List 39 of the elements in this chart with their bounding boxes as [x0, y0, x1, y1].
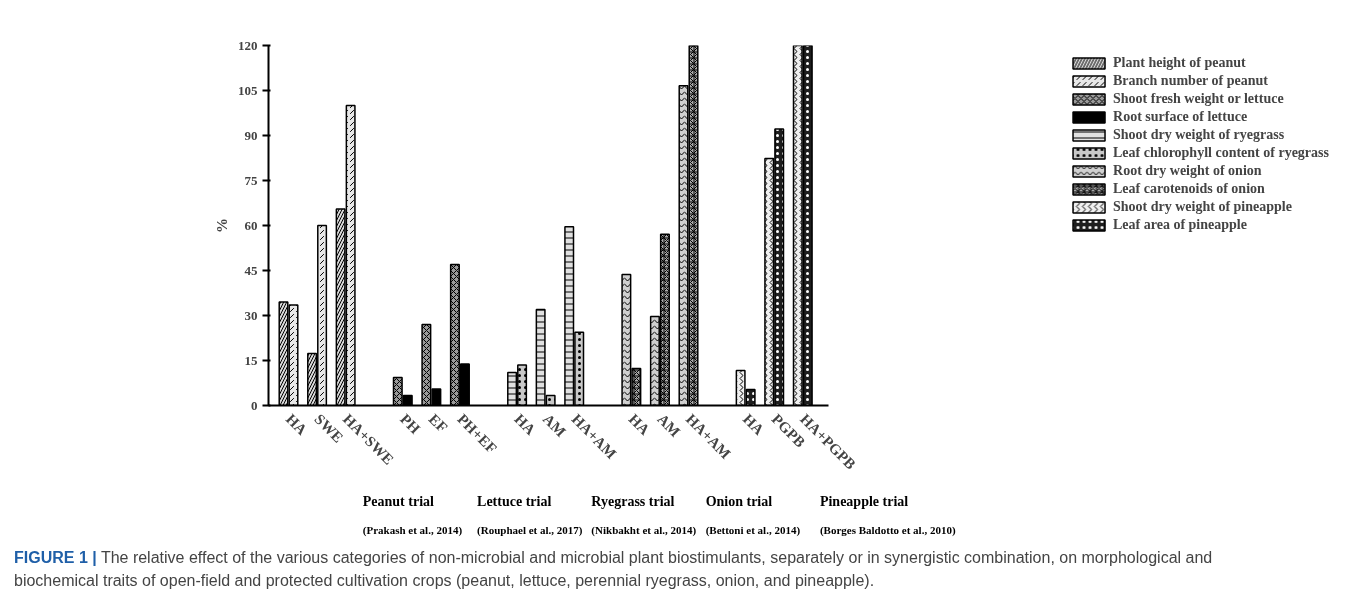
text: Onion trial [705, 493, 773, 509]
legend-label: Root surface of lettuce [1113, 109, 1248, 125]
text: Lettuce trial [477, 493, 552, 509]
y-tick-label: 75 [244, 172, 258, 188]
x-tick-label: EF [425, 410, 451, 436]
y-tick-label: 105 [238, 82, 258, 98]
text: (Bettoni et al., 2014) [705, 523, 801, 537]
legend-label: Leaf chlorophyll content of ryegrass [1113, 145, 1329, 161]
text: (Rouphael et al., 2017) [477, 523, 583, 537]
caption: FIGURE 1 | The relative effect of the various categories of non-microbial and microbial plant biostimulants, separately or in synergistic combination, on morphological and biochemical traits of open-field and protected cultivation crops (peanut, lettuce, perennial ryegrass, onion, and pineapple). [14, 548, 1214, 592]
legend-label: Root dry weight of onion [1113, 163, 1262, 179]
x-tick-label: AM [654, 410, 684, 440]
legend-label: Leaf carotenoids of onion [1113, 181, 1265, 197]
y-tick-label: 90 [244, 127, 258, 143]
text: (Borges Baldotto et al., 2010) [819, 523, 956, 537]
x-tick-label: HA [625, 410, 654, 439]
legend-label: Shoot dry weight of pineapple [1113, 199, 1292, 215]
legend-label: Shoot fresh weight or lettuce [1113, 91, 1284, 107]
text: Ryegrass trial [591, 493, 675, 509]
y-tick-label: 30 [244, 307, 258, 323]
x-tick-label: AM [539, 410, 569, 440]
y-tick-label: 120 [238, 37, 258, 53]
x-tick-label: HA [282, 410, 311, 439]
text: Peanut trial [362, 493, 435, 509]
y-tick-label: 15 [244, 352, 258, 368]
y-tick-label: 60 [244, 217, 258, 233]
x-tick-label: HA [739, 410, 768, 439]
x-tick-label: HA [511, 410, 539, 439]
legend-label: Shoot dry weight of ryegrass [1113, 127, 1285, 143]
y-tick-label: 45 [244, 262, 258, 278]
legend-label: Leaf area of pineapple [1113, 217, 1247, 233]
legend-label: Branch number of peanut [1113, 73, 1268, 89]
text: Pineapple trial [819, 493, 909, 509]
text: (Nikbakht et al., 2014) [591, 523, 697, 537]
x-tick-label: PH [397, 410, 424, 438]
y-tick-label: 0 [251, 397, 258, 413]
y-axis-title: % [214, 218, 230, 233]
legend-label: Plant height of peanut [1113, 55, 1246, 71]
text: (Prakash et al., 2014) [362, 523, 463, 537]
